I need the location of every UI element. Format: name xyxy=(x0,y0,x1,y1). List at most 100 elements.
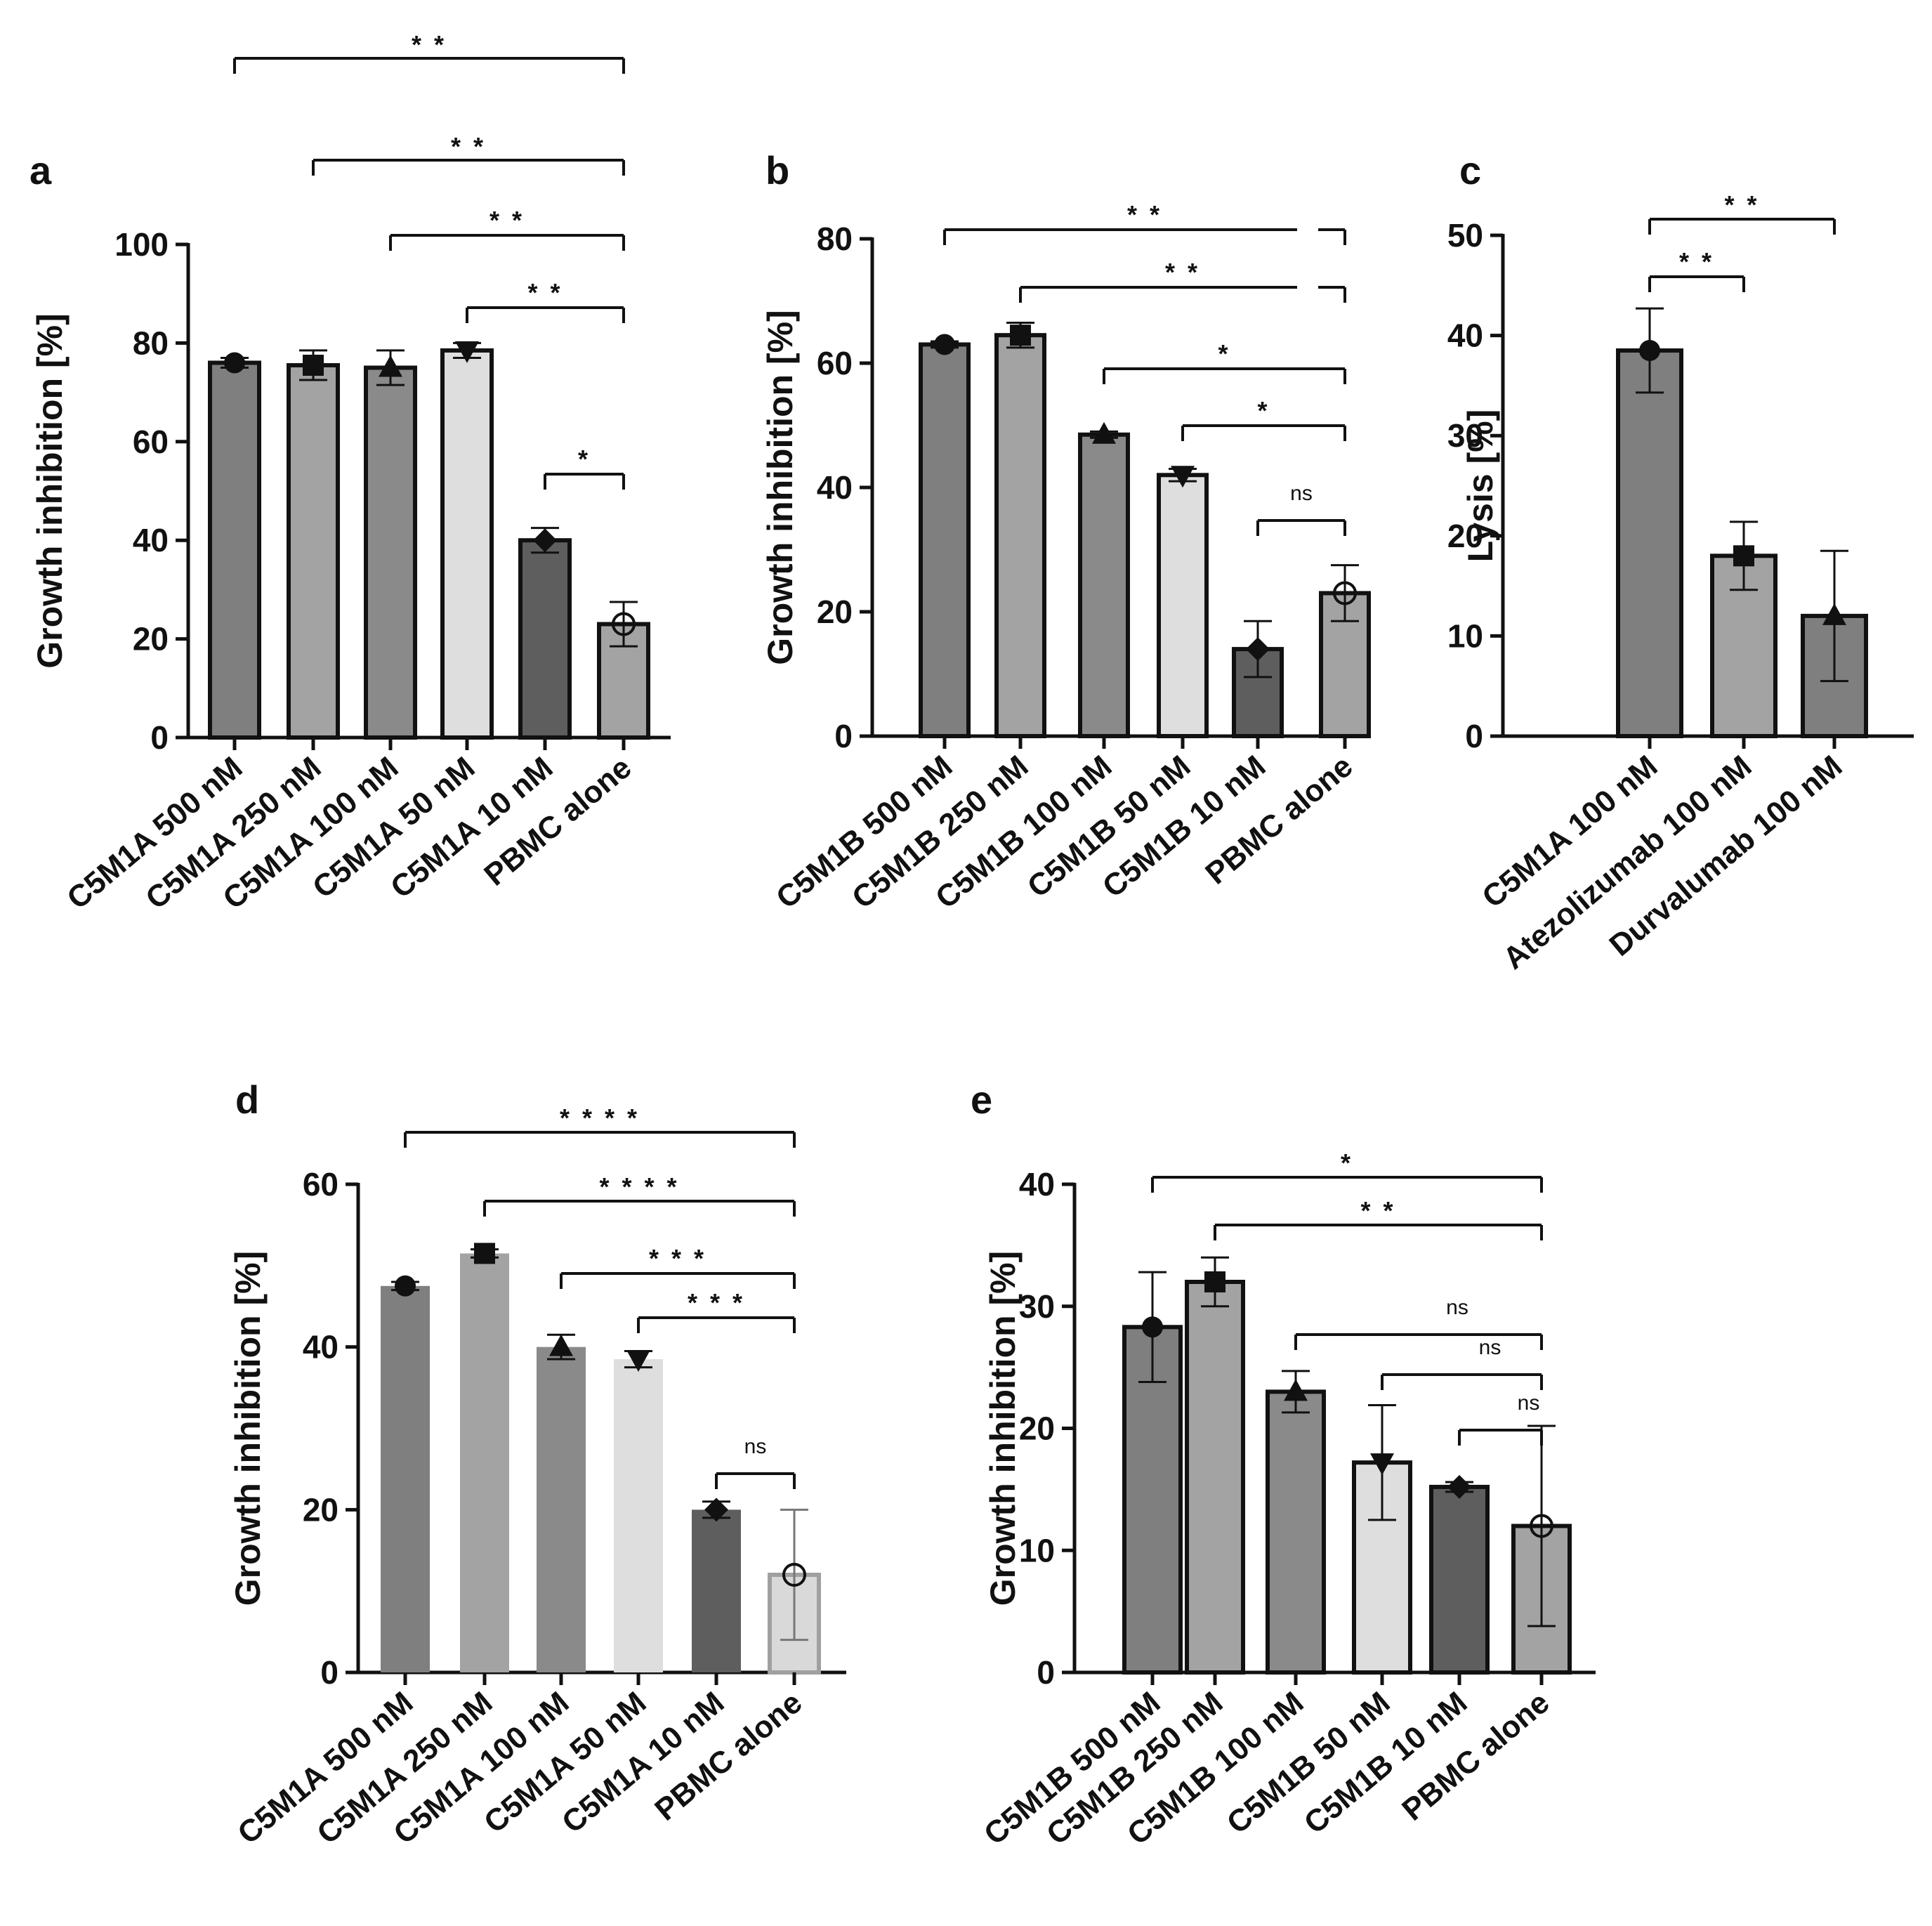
y-tick-label: 30 xyxy=(1447,417,1483,454)
bar xyxy=(1185,1280,1245,1675)
marker-diamond xyxy=(1246,637,1270,662)
panel-letter: d xyxy=(235,1077,259,1122)
y-tick-label: 80 xyxy=(133,325,169,361)
marker-open-circle xyxy=(612,612,636,636)
y-tick-label: 10 xyxy=(1019,1532,1055,1568)
significance-bracket: * * xyxy=(1648,247,1745,292)
significance-bracket: * xyxy=(1151,1148,1543,1193)
y-tick-label: 0 xyxy=(1037,1654,1055,1691)
y-tick-label: 20 xyxy=(817,594,853,630)
bar xyxy=(692,1509,741,1672)
bar xyxy=(1266,1389,1326,1675)
panel-letter: a xyxy=(29,148,52,192)
significance-label: * * xyxy=(412,30,447,59)
significance-label: * * xyxy=(451,132,486,161)
category-label: PBMC alone xyxy=(1199,749,1359,891)
significance-label: * xyxy=(1218,339,1230,368)
marker-circle xyxy=(1639,339,1660,361)
y-tick-label: 30 xyxy=(1019,1288,1055,1325)
y-tick-label: 20 xyxy=(133,621,169,657)
y-tick-label: 20 xyxy=(1019,1410,1055,1447)
marker-triangle-down xyxy=(626,1350,650,1373)
significance-bracket: ns xyxy=(1458,1391,1543,1446)
y-tick-label: 40 xyxy=(1019,1166,1055,1203)
significance-label: * * * * xyxy=(599,1172,679,1201)
significance-label: * xyxy=(1341,1148,1353,1177)
significance-label: ns xyxy=(1479,1336,1501,1359)
bar xyxy=(287,362,340,740)
significance-bracket: * * xyxy=(312,132,625,176)
bar xyxy=(994,333,1046,738)
y-tick-label: 40 xyxy=(817,469,853,506)
marker-circle xyxy=(395,1275,416,1297)
marker-square xyxy=(1733,545,1754,567)
marker-diamond xyxy=(1447,1474,1471,1499)
y-tick-label: 20 xyxy=(303,1491,339,1528)
significance-label: ns xyxy=(1446,1296,1468,1319)
y-tick-label: 60 xyxy=(303,1166,339,1203)
marker-square xyxy=(303,354,324,376)
marker-triangle-up xyxy=(1092,421,1116,444)
y-axis-title: Lysis [%] xyxy=(1461,410,1500,563)
significance-bracket: ns xyxy=(715,1435,796,1489)
bar xyxy=(1616,348,1683,738)
y-tick-label: 40 xyxy=(303,1329,339,1365)
significance-label: * * * xyxy=(688,1288,745,1317)
marker-triangle-down xyxy=(1370,1453,1394,1476)
marker-square xyxy=(474,1243,495,1264)
significance-bracket: ns xyxy=(1294,1296,1543,1350)
significance-label: ns xyxy=(744,1435,767,1458)
y-tick-label: 50 xyxy=(1447,217,1483,254)
significance-label: ns xyxy=(1518,1391,1540,1415)
marker-triangle-up xyxy=(1284,1379,1308,1401)
significance-label: * * xyxy=(527,278,563,307)
significance-label: * * xyxy=(489,206,525,235)
y-tick-label: 10 xyxy=(1447,617,1483,654)
significance-label: * * xyxy=(1165,258,1200,287)
significance-bracket: ns xyxy=(1381,1336,1543,1390)
bar xyxy=(1429,1484,1490,1675)
bar xyxy=(208,360,261,740)
y-axis-title: Growth inhibition [%] xyxy=(228,1251,268,1606)
y-tick-label: 0 xyxy=(834,718,853,754)
marker-open-circle xyxy=(782,1563,806,1587)
significance-label: * * xyxy=(1679,247,1714,276)
y-tick-label: 20 xyxy=(1447,518,1483,554)
significance-bracket: * * * * xyxy=(483,1172,796,1217)
y-tick-label: 80 xyxy=(817,221,853,257)
bar xyxy=(1078,432,1130,739)
bar xyxy=(381,1285,430,1672)
marker-open-circle xyxy=(1333,581,1357,605)
significance-bracket: * * xyxy=(1648,190,1836,235)
marker-square xyxy=(1204,1271,1225,1292)
marker-circle xyxy=(1142,1316,1163,1338)
y-axis-title: Growth inhibition [%] xyxy=(30,313,70,668)
marker-triangle-up xyxy=(1822,603,1846,625)
significance-bracket: * * * * xyxy=(404,1103,796,1148)
y-tick-label: 60 xyxy=(133,424,169,460)
significance-label: * * * xyxy=(649,1244,707,1273)
bar xyxy=(919,342,971,738)
significance-bracket: * * * xyxy=(637,1288,796,1333)
significance-bracket: * * xyxy=(466,278,625,323)
y-tick-label: 0 xyxy=(1465,718,1483,754)
significance-label: ns xyxy=(1290,482,1313,505)
y-tick-label: 0 xyxy=(150,719,169,756)
significance-label: * * xyxy=(1724,190,1759,219)
significance-bracket: ns xyxy=(1256,482,1346,536)
significance-bracket: * * xyxy=(1019,258,1346,303)
panel-letter: b xyxy=(765,148,789,192)
y-tick-label: 60 xyxy=(817,345,853,381)
significance-label: * xyxy=(1257,396,1270,425)
marker-triangle-down xyxy=(455,341,479,363)
significance-label: * xyxy=(578,445,591,473)
bar xyxy=(614,1359,663,1672)
significance-bracket: * xyxy=(1181,396,1346,441)
marker-triangle-down xyxy=(1171,466,1195,488)
